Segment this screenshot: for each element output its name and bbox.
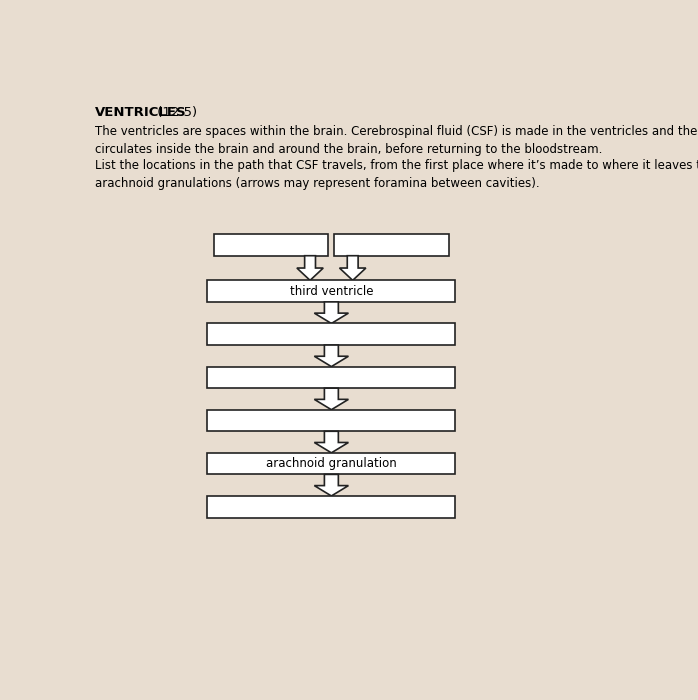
Bar	[207, 367, 455, 388]
Polygon shape	[314, 388, 348, 409]
Polygon shape	[314, 302, 348, 323]
Bar	[207, 281, 455, 302]
Bar	[214, 234, 328, 256]
Text: VENTRICLES: VENTRICLES	[95, 106, 186, 118]
Text: The ventricles are spaces within the brain. Cerebrospinal fluid (CSF) is made in: The ventricles are spaces within the bra…	[95, 125, 698, 156]
Text: arachnoid granulation: arachnoid granulation	[266, 457, 396, 470]
Polygon shape	[314, 475, 348, 496]
Bar	[207, 496, 455, 517]
Polygon shape	[297, 256, 323, 281]
Text: (12.5): (12.5)	[153, 106, 198, 118]
Text: third ventricle: third ventricle	[290, 285, 373, 298]
Bar	[207, 323, 455, 345]
Polygon shape	[314, 431, 348, 453]
Polygon shape	[339, 256, 366, 281]
Bar	[207, 453, 455, 475]
Text: List the locations in the path that CSF travels, from the first place where it’s: List the locations in the path that CSF …	[95, 160, 698, 190]
Bar	[334, 234, 450, 256]
Bar	[207, 410, 455, 431]
Polygon shape	[314, 345, 348, 367]
